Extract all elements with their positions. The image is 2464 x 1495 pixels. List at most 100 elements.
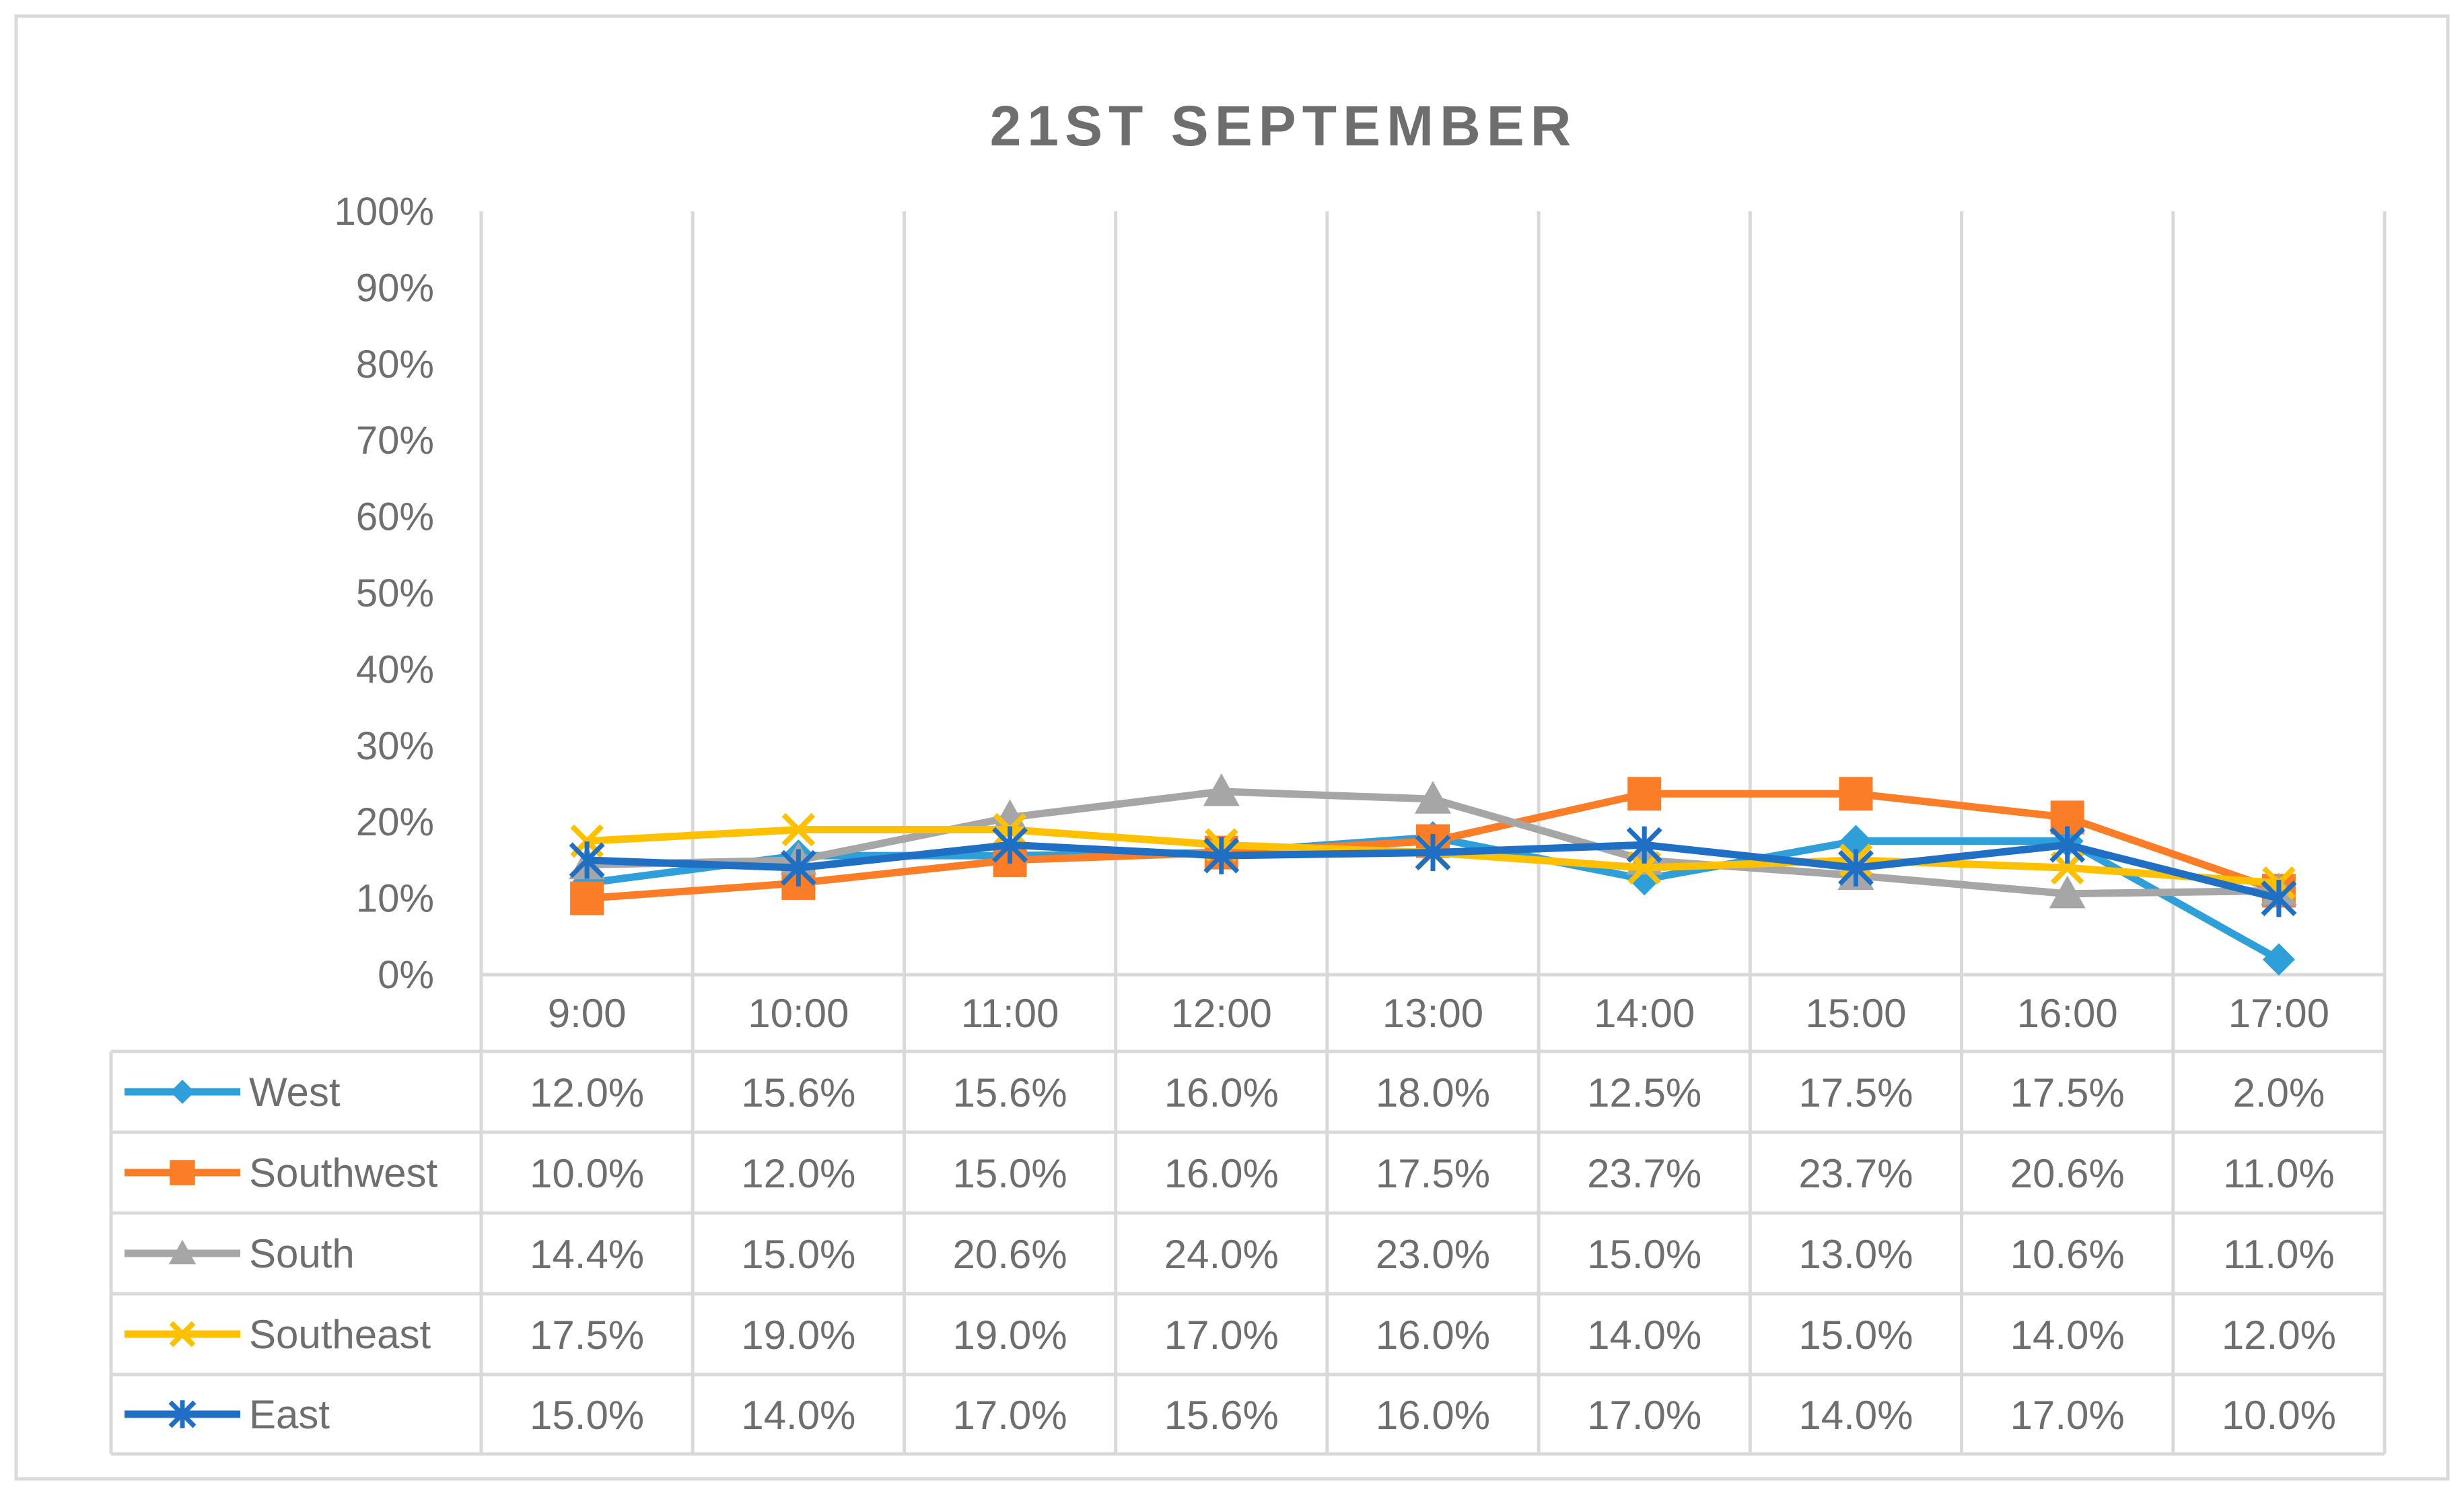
series-marker (570, 881, 604, 915)
legend-label: West (249, 1070, 341, 1115)
data-label: 12.0% (530, 1070, 644, 1115)
data-label: 12.0% (2222, 1313, 2336, 1358)
y-tick-label: 40% (356, 648, 434, 691)
series-marker (781, 812, 816, 847)
y-tick-label: 10% (356, 877, 434, 921)
data-label: 14.4% (530, 1232, 644, 1277)
table-row: Southeast 17.5% 19.0% 19.0% 17.0% 16.0% 14.0% 1… (125, 1312, 2336, 1358)
data-label: 15.6% (952, 1070, 1067, 1115)
legend-label: Southwest (249, 1150, 437, 1195)
series-marker (1203, 837, 1240, 874)
data-label: 14.0% (1798, 1393, 1913, 1438)
series-marker (170, 1080, 195, 1104)
x-tick-label: 9:00 (548, 991, 627, 1036)
x-tick-label: 11:00 (961, 991, 1059, 1036)
legend-label: Southeast (249, 1312, 431, 1357)
y-tick-label: 0% (378, 953, 434, 997)
data-label: 10.0% (530, 1151, 644, 1196)
y-tick-label: 70% (356, 419, 434, 462)
series-marker (2049, 826, 2086, 864)
series-marker (1627, 777, 1662, 811)
data-label: 17.5% (530, 1313, 644, 1358)
data-label: 16.0% (1376, 1313, 1490, 1358)
y-tick-label: 30% (356, 724, 434, 768)
series-marker (1839, 777, 1873, 811)
y-tick-label: 100% (335, 190, 434, 234)
series-marker (569, 841, 605, 879)
x-tick-label: 14:00 (1594, 991, 1695, 1036)
series-marker (1626, 826, 1662, 864)
series-marker (1203, 773, 1240, 806)
data-label: 19.0% (741, 1313, 855, 1358)
data-label: 15.0% (530, 1393, 644, 1438)
data-label: 12.5% (1587, 1070, 1701, 1115)
data-label: 15.0% (741, 1232, 855, 1277)
data-label: 19.0% (952, 1313, 1067, 1358)
x-tick-label: 17:00 (2228, 991, 2329, 1036)
data-label: 16.0% (1376, 1393, 1490, 1438)
chart-border (14, 14, 2450, 1481)
data-label: 16.0% (1164, 1151, 1279, 1196)
data-label: 10.0% (2222, 1393, 2336, 1438)
data-label: 20.6% (2010, 1151, 2125, 1196)
y-tick-label: 50% (356, 571, 434, 615)
series-marker (1415, 781, 1451, 814)
data-label: 15.6% (1164, 1393, 1279, 1438)
data-label: 12.0% (741, 1151, 855, 1196)
series-marker (992, 826, 1028, 864)
series-marker (1415, 833, 1451, 872)
y-tick-label: 20% (356, 800, 434, 844)
grid-lines (479, 211, 2387, 1454)
x-tick-label: 10:00 (748, 991, 849, 1036)
data-label: 15.0% (1587, 1232, 1701, 1277)
data-label: 17.0% (2010, 1393, 2125, 1438)
y-tick-label: 60% (356, 495, 434, 539)
data-label: 23.0% (1376, 1232, 1490, 1277)
data-label: 15.6% (741, 1070, 855, 1115)
x-tick-label: 13:00 (1382, 991, 1483, 1036)
data-label: 17.0% (1164, 1313, 1279, 1358)
data-label: 23.7% (1798, 1151, 1913, 1196)
x-tick-label: 12:00 (1171, 991, 1272, 1036)
data-label: 17.5% (1376, 1151, 1490, 1196)
y-axis: 0% 10% 20% 30% 40% 50% 60% 70% 80% 90% 100% (335, 190, 434, 997)
data-label: 17.5% (1798, 1070, 1913, 1115)
data-label: 17.0% (1587, 1393, 1701, 1438)
data-table: 9:00 10:00 11:00 12:00 13:00 14:00 15:00 16:00 1… (109, 991, 2385, 1456)
legend-label: South (249, 1231, 355, 1276)
data-label: 14.0% (2010, 1313, 2125, 1358)
data-label: 15.0% (1798, 1313, 1913, 1358)
data-label: 11.0% (2223, 1232, 2335, 1277)
x-tick-label: 16:00 (2017, 991, 2118, 1036)
data-label: 18.0% (1376, 1070, 1490, 1115)
data-label: 16.0% (1164, 1070, 1279, 1115)
table-row: East 15.0% 14.0% 17.0% 15.6% 16.0% 17.0% 14.0% 1… (125, 1392, 2336, 1438)
data-label: 17.5% (2010, 1070, 2125, 1115)
series-east (569, 826, 2297, 917)
chart-title: 21ST SEPTEMBER (990, 94, 1578, 158)
series-marker (2261, 880, 2297, 917)
plot-area (569, 773, 2297, 976)
data-label: 11.0% (2223, 1151, 2335, 1196)
series-marker (2049, 875, 2086, 909)
data-label: 20.6% (952, 1232, 1067, 1277)
x-tick-label: 15:00 (1805, 991, 1906, 1036)
series-marker (168, 1400, 197, 1428)
data-label: 10.6% (2010, 1232, 2125, 1277)
table-row: West 12.0% 15.6% 15.6% 16.0% 18.0% 12.5% 17.5% 1… (125, 1070, 2325, 1115)
series-marker (2262, 943, 2295, 976)
data-label: 17.0% (952, 1393, 1067, 1438)
series-marker (168, 1239, 197, 1265)
data-label: 24.0% (1164, 1232, 1279, 1277)
series-marker (780, 849, 816, 886)
series-marker (169, 1321, 196, 1348)
data-label: 23.7% (1587, 1151, 1701, 1196)
data-label: 15.0% (952, 1151, 1067, 1196)
table-row: South 14.4% 15.0% 20.6% 24.0% 23.0% 15.0% 13.0%… (125, 1231, 2335, 1277)
legend-label: East (249, 1392, 330, 1437)
data-label: 2.0% (2233, 1070, 2325, 1115)
data-label: 14.0% (1587, 1313, 1701, 1358)
data-label: 13.0% (1798, 1232, 1913, 1277)
